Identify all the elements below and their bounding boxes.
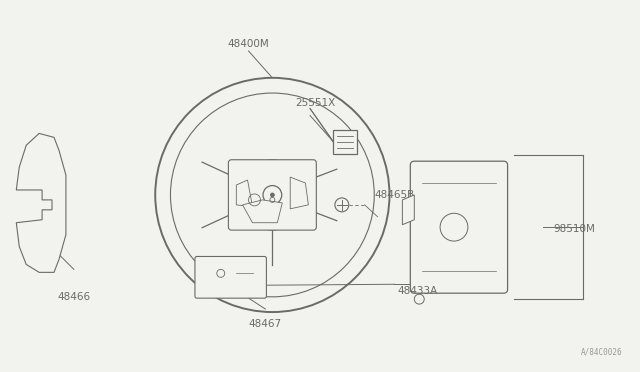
Text: 48465B: 48465B	[374, 190, 415, 200]
Text: 48400M: 48400M	[228, 39, 269, 49]
Text: 48466: 48466	[58, 292, 90, 302]
Polygon shape	[16, 134, 66, 272]
Polygon shape	[243, 200, 282, 223]
Text: 48467: 48467	[249, 319, 282, 329]
Text: 98510M: 98510M	[553, 224, 595, 234]
Polygon shape	[290, 177, 308, 209]
Text: 48433A: 48433A	[397, 286, 438, 296]
FancyBboxPatch shape	[195, 256, 266, 298]
Circle shape	[270, 193, 275, 197]
FancyBboxPatch shape	[410, 161, 508, 293]
FancyBboxPatch shape	[228, 160, 316, 230]
Text: 25551X: 25551X	[295, 97, 335, 108]
Text: A/84C0026: A/84C0026	[581, 348, 623, 357]
FancyBboxPatch shape	[333, 131, 356, 154]
Polygon shape	[403, 195, 414, 225]
Polygon shape	[236, 180, 253, 207]
